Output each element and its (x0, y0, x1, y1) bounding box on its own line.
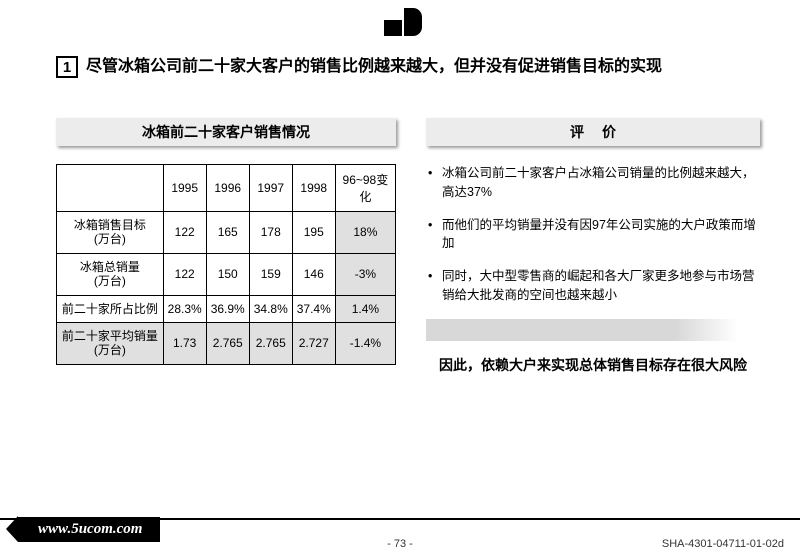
left-section-header: 冰箱前二十家客户销售情况 (56, 118, 396, 146)
table-cell: 28.3% (163, 295, 206, 322)
page-number: - 73 - (387, 538, 413, 550)
table-cell: 178 (249, 212, 292, 254)
right-section-header: 评价 (426, 118, 760, 146)
logo-icon (384, 8, 424, 36)
row-label: 冰箱总销量(万台) (57, 253, 164, 295)
table-col-header (57, 165, 164, 212)
table-cell: 195 (292, 212, 335, 254)
table-row: 前二十家所占比例28.3%36.9%34.8%37.4%1.4% (57, 295, 396, 322)
table-cell: 2.765 (249, 322, 292, 364)
table-cell: -1.4% (335, 322, 395, 364)
table-cell: 165 (206, 212, 249, 254)
table-cell: 37.4% (292, 295, 335, 322)
table-cell: 122 (163, 253, 206, 295)
row-label: 冰箱销售目标(万台) (57, 212, 164, 254)
table-cell: 36.9% (206, 295, 249, 322)
row-label: 前二十家平均销量(万台) (57, 322, 164, 364)
table-col-header: 1995 (163, 165, 206, 212)
table-cell: 2.765 (206, 322, 249, 364)
table-cell: 1.4% (335, 295, 395, 322)
table-cell: 146 (292, 253, 335, 295)
conclusion-text: 因此，依赖大户来实现总体销售目标存在很大风险 (426, 355, 760, 376)
table-cell: 2.727 (292, 322, 335, 364)
table-cell: 122 (163, 212, 206, 254)
title-text: 尽管冰箱公司前二十家大客户的销售比例越来越大，但并没有促进销售目标的实现 (86, 56, 662, 78)
table-row: 冰箱销售目标(万台)12216517819518% (57, 212, 396, 254)
table-row: 前二十家平均销量(万台)1.732.7652.7652.727-1.4% (57, 322, 396, 364)
table-cell: 159 (249, 253, 292, 295)
url-ribbon: www.5ucom.com (18, 517, 160, 542)
row-label: 前二十家所占比例 (57, 295, 164, 322)
arrow-band (426, 319, 760, 341)
table-cell: 150 (206, 253, 249, 295)
data-table: 199519961997199896~98变化 冰箱销售目标(万台)122165… (56, 164, 396, 365)
bullet-list: 冰箱公司前二十家客户占冰箱公司销量的比例越来越大，高达37% 而他们的平均销量并没… (426, 164, 760, 305)
doc-code: SHA-4301-04711-01-02d (662, 538, 784, 550)
table-cell: 1.73 (163, 322, 206, 364)
table-col-header: 1996 (206, 165, 249, 212)
table-col-header: 1998 (292, 165, 335, 212)
left-column: 冰箱前二十家客户销售情况 199519961997199896~98变化 冰箱销… (56, 118, 396, 376)
table-cell: -3% (335, 253, 395, 295)
table-row: 冰箱总销量(万台)122150159146-3% (57, 253, 396, 295)
bullet-item: 冰箱公司前二十家客户占冰箱公司销量的比例越来越大，高达37% (426, 164, 760, 202)
content-area: 冰箱前二十家客户销售情况 199519961997199896~98变化 冰箱销… (56, 118, 760, 376)
slide-title: 1 尽管冰箱公司前二十家大客户的销售比例越来越大，但并没有促进销售目标的实现 (56, 56, 760, 78)
table-col-header: 1997 (249, 165, 292, 212)
bullet-item: 同时，大中型零售商的崛起和各大厂家更多地参与市场营销给大批发商的空间也越来越小 (426, 267, 760, 305)
table-col-header: 96~98变化 (335, 165, 395, 212)
url-ribbon-tri (6, 516, 18, 542)
table-cell: 34.8% (249, 295, 292, 322)
bullet-item: 而他们的平均销量并没有因97年公司实施的大户政策而增加 (426, 216, 760, 254)
table-cell: 18% (335, 212, 395, 254)
right-column: 评价 冰箱公司前二十家客户占冰箱公司销量的比例越来越大，高达37% 而他们的平均销… (426, 118, 760, 376)
title-number-box: 1 (56, 56, 78, 78)
